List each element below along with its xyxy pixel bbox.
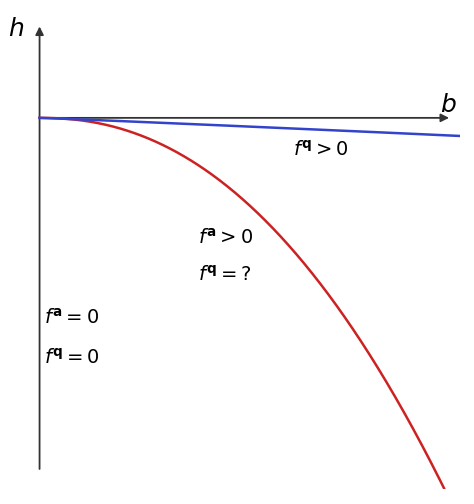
Text: $f^\mathbf{a} = 0$: $f^\mathbf{a} = 0$ xyxy=(44,307,99,328)
Text: $f^\mathbf{a} > 0$: $f^\mathbf{a} > 0$ xyxy=(198,228,253,248)
Text: $h$: $h$ xyxy=(8,18,24,41)
Text: $b$: $b$ xyxy=(439,93,456,117)
Text: $f^\mathbf{q} > 0$: $f^\mathbf{q} > 0$ xyxy=(293,139,349,159)
Text: $f^\mathbf{q} = 0$: $f^\mathbf{q} = 0$ xyxy=(44,348,99,367)
Text: $f^\mathbf{q} = ?$: $f^\mathbf{q} = ?$ xyxy=(198,265,252,285)
